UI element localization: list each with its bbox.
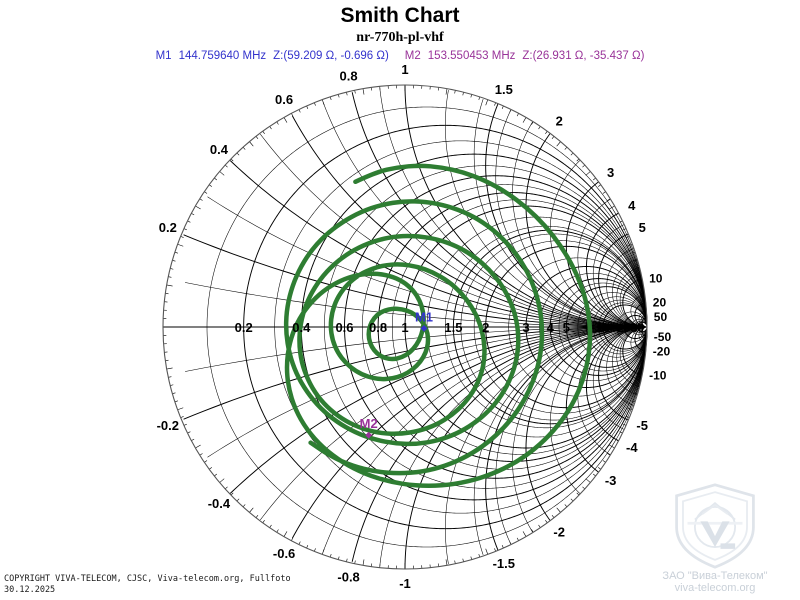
marker-m1-frequency: 144.759640 MHz [178, 50, 267, 62]
marker-m2-frequency: 153.550453 MHz [427, 50, 516, 62]
resistance-label-0.8: 0.8 [369, 320, 387, 335]
trace-s11 [283, 163, 593, 488]
marker-m1-name: M1 [155, 50, 172, 62]
resistance-label-20: 20 [617, 321, 631, 335]
resistance-label-0.2: 0.2 [235, 320, 253, 335]
resistance-label-0.6: 0.6 [335, 320, 353, 335]
reactance-label-5: 5 [639, 220, 646, 235]
marker-m1-impedance: Z:(59.209 Ω, -0.696 Ω) [273, 50, 389, 62]
reactance-label-0.6: 0.6 [275, 92, 293, 107]
reactance-label-1: 1 [401, 62, 408, 77]
resistance-label-10: 10 [596, 321, 610, 335]
copyright-line-1: COPYRIGHT VIVA-TELECOM, CJSC, Viva-telec… [4, 574, 291, 584]
resistance-label-1.5: 1.5 [444, 320, 462, 335]
reactance-label--0.4: -0.4 [208, 496, 231, 511]
smith-outer-circle [162, 84, 648, 570]
reactance-label--4: -4 [626, 440, 638, 455]
reactance-label--1.5: -1.5 [493, 556, 515, 571]
reactance-label-50: 50 [654, 310, 668, 324]
marker-m2-impedance: Z:(26.931 Ω, -35.437 Ω) [522, 50, 645, 62]
reactance-label--2: -2 [553, 525, 565, 540]
marker-m2[interactable]: M2 [360, 416, 378, 439]
copyright-line-2: 30.12.2025 [4, 585, 56, 595]
page-title: Smith Chart [340, 4, 460, 27]
reactance-label--50: -50 [654, 330, 672, 344]
copyright-block: COPYRIGHT VIVA-TELECOM, CJSC, Viva-telec… [4, 574, 291, 596]
resistance-label-0.4: 0.4 [292, 320, 311, 335]
smith-grid-ticks [163, 85, 647, 569]
marker-label-m2: M2 [360, 416, 378, 431]
resistance-label-4: 4 [547, 320, 555, 335]
reactance-label-0.4: 0.4 [210, 142, 229, 157]
reactance-label-0.8: 0.8 [340, 68, 358, 83]
reactance-label-4: 4 [628, 198, 636, 213]
reactance-label-1.5: 1.5 [495, 82, 513, 97]
reactance-label--0.2: -0.2 [157, 418, 179, 433]
reactance-label-10: 10 [649, 272, 663, 286]
resistance-label-2: 2 [482, 320, 489, 335]
marker-readout-row: M1 144.759640 MHz Z:(59.209 Ω, -0.696 Ω) M2… [0, 50, 800, 62]
resistance-label-5: 5 [563, 320, 570, 335]
reactance-label--1: -1 [399, 576, 411, 591]
marker-dot-m2[interactable] [365, 431, 373, 439]
reactance-label-20: 20 [653, 296, 667, 310]
reactance-label--0.6: -0.6 [273, 546, 295, 561]
resistance-label-1: 1 [401, 320, 408, 335]
marker-dot-m1[interactable] [420, 325, 428, 332]
reactance-label-2: 2 [556, 113, 563, 128]
marker-m2-name: M2 [404, 50, 421, 62]
reactance-label--5: -5 [636, 418, 648, 433]
chart-subtitle: nr-770h-pl-vhf [356, 30, 444, 45]
reactance-label-0.2: 0.2 [159, 220, 177, 235]
marker-label-m1: M1 [415, 309, 433, 324]
reactance-label-3: 3 [607, 165, 614, 180]
reactance-label--20: -20 [653, 344, 671, 358]
reactance-label--3: -3 [605, 473, 617, 488]
reactance-label--0.8: -0.8 [337, 570, 359, 585]
smith-axis-labels: 0.2 0.4 0.6 0.8 1 1.5 2 3 4 5 10 20 500.20.40.60.8 11… [157, 62, 672, 591]
marker-m1[interactable]: M1 [415, 309, 433, 332]
resistance-label-3: 3 [522, 320, 529, 335]
marker-group: M1 M2 [360, 309, 433, 439]
resistance-label-50: 50 [631, 321, 645, 335]
reactance-label--10: -10 [649, 369, 667, 383]
